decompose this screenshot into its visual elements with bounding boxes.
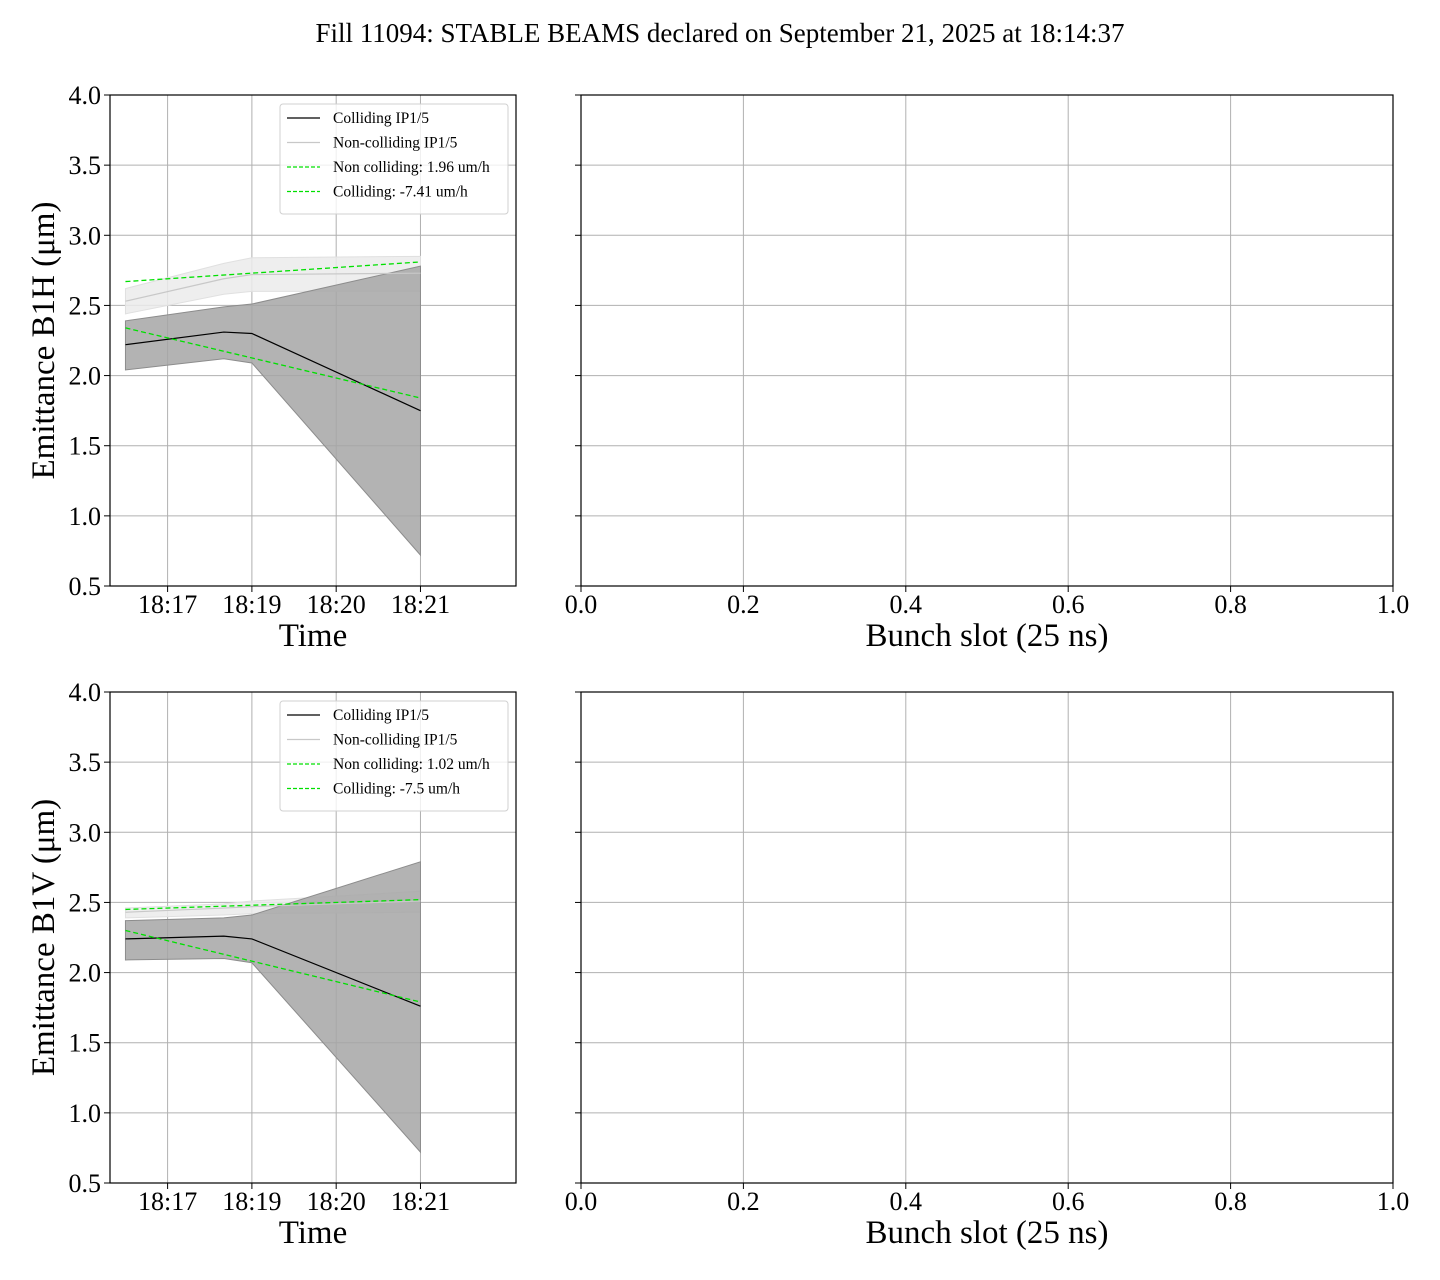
x-tick-label: 0.0 [565,1187,598,1216]
legend-box [279,700,509,812]
bunch-plot-b1h: 0.0 0.2 0.4 0.6 0.8 1.0 Bunch slot (25 ns) [565,94,1410,654]
y-tick-label: 3.5 [69,748,102,777]
x-tick-label: 18:17 [138,1187,197,1216]
y-axis-label: Emittance B1V (μm) [26,799,62,1076]
x-tick-label: 0.4 [890,590,923,619]
legend-entry: Colliding IP1/5 [333,707,429,724]
x-tick-label: 0.6 [1052,590,1085,619]
y-tick-label: 2.5 [69,291,102,320]
time-plot-b1h: 0.5 1.0 1.5 2.0 2.5 3.0 3.5 4.0 18:17 18:19 18:20 1… [26,81,517,654]
x-tick-label: 0.6 [1052,1187,1085,1216]
legend-entry: Non colliding: 1.02 um/h [333,756,490,773]
x-tick-label: 0.0 [565,590,598,619]
x-tick-label: 0.8 [1214,590,1247,619]
x-tick-label: 0.2 [727,1187,760,1216]
y-tick-label: 2.0 [69,362,102,391]
colliding-spread-band [124,265,421,557]
y-axis-label: Emittance B1H (μm) [26,202,62,480]
plot-frame [580,691,1394,1184]
bunch-plot-b1v: 0.0 0.2 0.4 0.6 0.8 1.0 Bunch slot (25 ns) [565,691,1410,1251]
y-tick-label: 3.0 [69,221,102,250]
fit-line [125,898,421,911]
plot-frame [109,691,517,1184]
y-tick-label: 3.0 [69,818,102,847]
y-tick-label: 0.5 [69,572,102,601]
x-axis-label: Bunch slot (25 ns) [866,1215,1109,1251]
x-tick-label: 18:20 [307,1187,366,1216]
x-tick-label: 18:20 [307,590,366,619]
plot-frame [580,94,1394,587]
x-tick-label: 18:19 [222,590,281,619]
x-tick-label: 0.2 [727,590,760,619]
legend-entry: Non-colliding IP1/5 [333,732,458,749]
y-tick-label: 1.0 [69,1099,102,1128]
figure-title: Fill 11094: STABLE BEAMS declared on Sep… [315,18,1125,48]
x-tick-label: 1.0 [1377,1187,1410,1216]
y-tick-label: 1.0 [69,502,102,531]
y-tick-label: 1.5 [69,1029,102,1058]
fit-line [125,327,421,399]
fit-line [125,261,421,283]
y-tick-label: 4.0 [69,81,102,110]
y-tick-label: 2.0 [69,959,102,988]
legend-entry: Non colliding: 1.96 um/h [333,159,490,176]
fit-line [125,929,421,1003]
x-tick-label: 1.0 [1377,590,1410,619]
time-plot-b1v: 0.5 1.0 1.5 2.0 2.5 3.0 3.5 4.0 18:17 18:19 18:20 1… [26,678,517,1251]
colliding-line [125,935,421,1007]
noncolliding-line [125,900,421,913]
x-axis-label: Time [279,1215,347,1251]
y-tick-label: 0.5 [69,1169,102,1198]
x-tick-label: 18:21 [391,590,450,619]
x-tick-label: 18:17 [138,590,197,619]
colliding-spread-band [124,861,421,1154]
x-axis-label: Time [279,618,347,654]
x-tick-label: 0.8 [1214,1187,1247,1216]
x-tick-label: 0.4 [890,1187,923,1216]
legend-entry: Non-colliding IP1/5 [333,135,458,152]
x-tick-label: 18:21 [391,1187,450,1216]
y-tick-label: 1.5 [69,432,102,461]
x-tick-label: 18:19 [222,1187,281,1216]
x-axis-label: Bunch slot (25 ns) [866,618,1109,654]
colliding-line [125,331,421,412]
legend-box [279,103,509,215]
legend-entry: Colliding: -7.41 um/h [333,184,468,201]
legend-entry: Colliding: -7.5 um/h [333,781,460,798]
legend-entry: Colliding IP1/5 [333,110,429,127]
y-tick-label: 3.5 [69,151,102,180]
y-tick-label: 2.5 [69,888,102,917]
noncolliding-line [125,272,421,302]
plot-frame [109,94,517,587]
y-tick-label: 4.0 [69,678,102,707]
